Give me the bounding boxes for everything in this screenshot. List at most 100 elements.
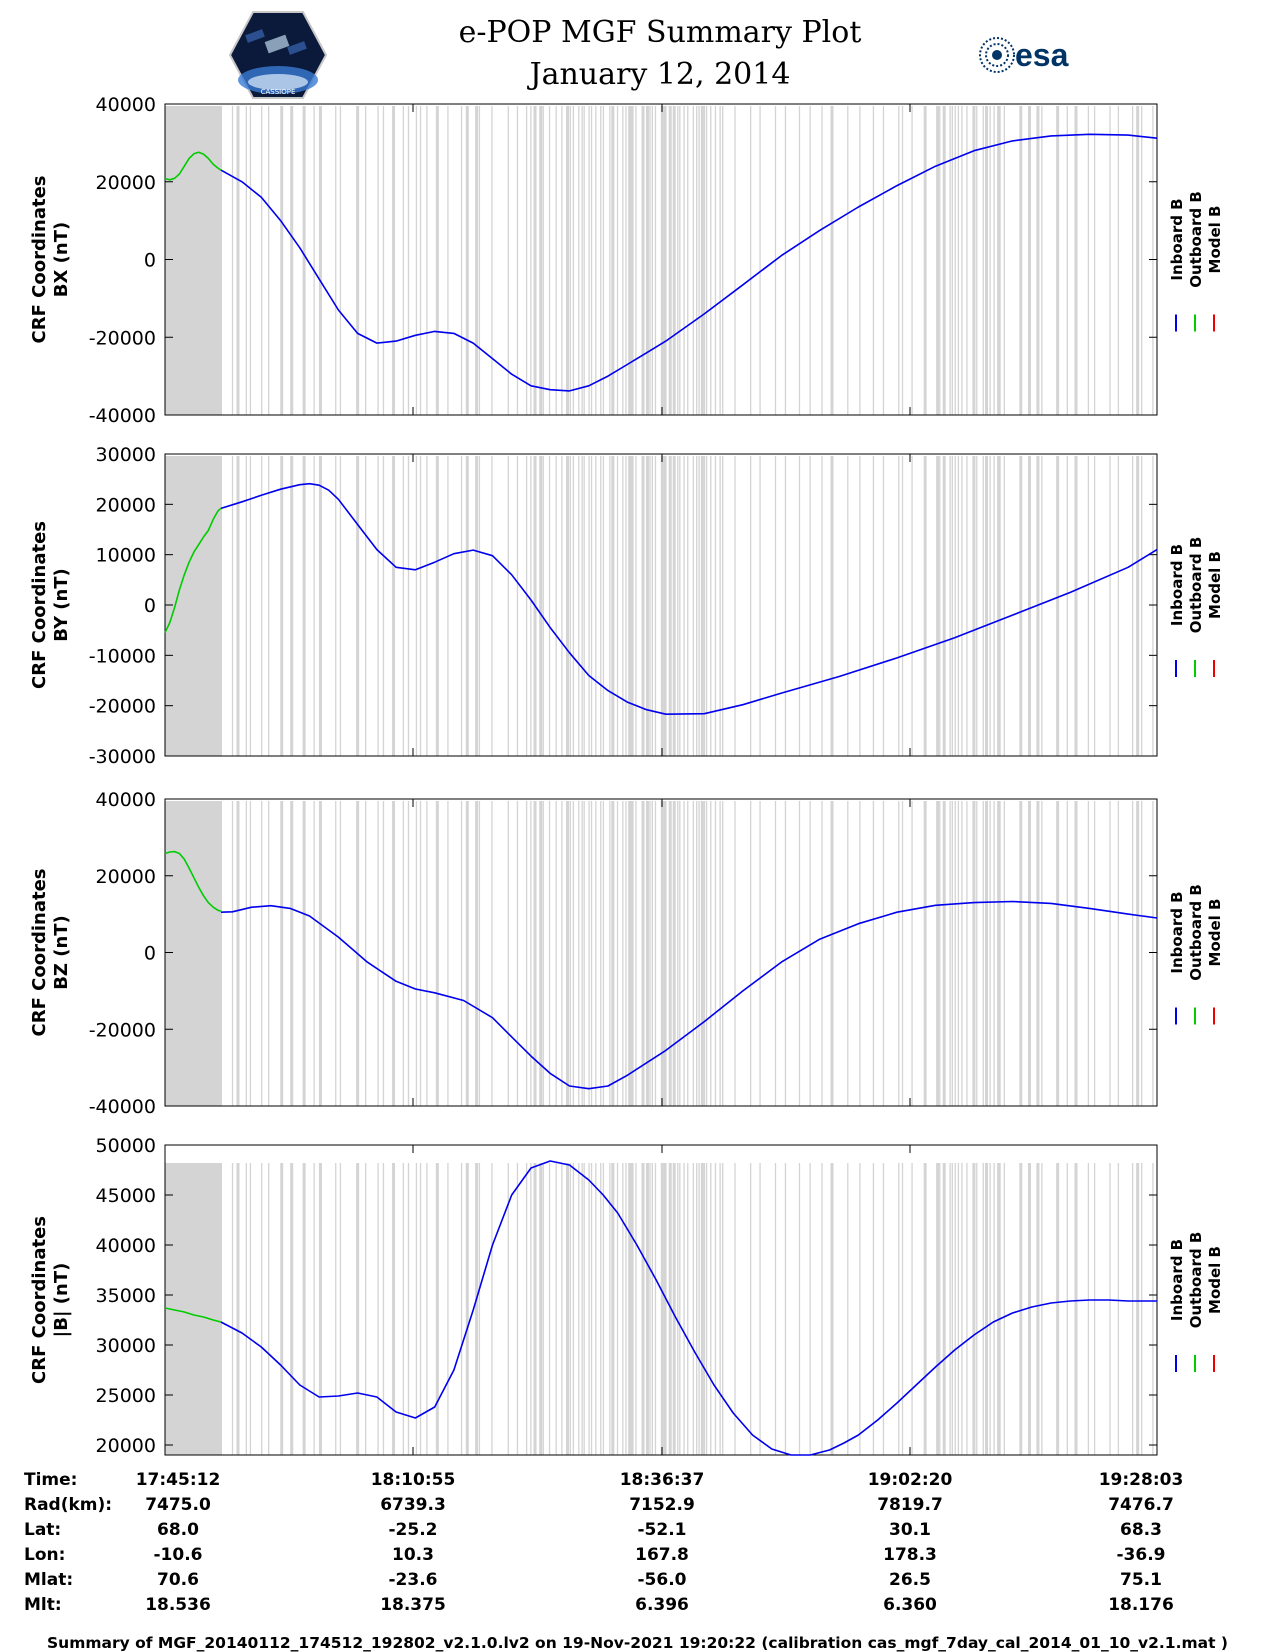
data-gap-stripe	[616, 1163, 619, 1455]
data-gap-stripe	[750, 106, 752, 415]
data-gap-stripe	[663, 456, 667, 756]
data-gap-stripe	[578, 801, 580, 1106]
data-gap-stripe	[465, 801, 469, 1106]
y-tick-label: 20000	[96, 494, 156, 516]
data-gap-stripe	[302, 801, 306, 1106]
data-gap-stripe	[392, 106, 396, 415]
data-gap-stripe	[415, 1163, 418, 1455]
ephemeris-cell: 18.176	[1108, 1595, 1174, 1615]
data-gap-stripe	[280, 801, 284, 1106]
y-axis-label: CRF Coordinates|B| (nT)	[29, 1216, 72, 1384]
legend-label: Outboard B	[1187, 191, 1205, 288]
series-line-outboard-b	[164, 507, 222, 634]
data-gap-stripe	[1117, 106, 1120, 415]
data-gap-stripe	[1093, 106, 1096, 415]
data-gap-stripe	[759, 801, 761, 1106]
data-gap-stripe	[830, 801, 834, 1106]
data-gap-stripe	[236, 1163, 240, 1455]
data-gap-stripe	[356, 106, 360, 415]
data-gap-stripe	[942, 1163, 946, 1455]
data-gap-stripe	[245, 801, 247, 1106]
data-gap-stripe	[949, 456, 951, 756]
data-gap-stripe	[997, 106, 1001, 415]
data-gap-stripe	[936, 456, 940, 756]
data-gap-stripe	[426, 1163, 428, 1455]
data-gap-stripe	[609, 1163, 611, 1455]
data-gap-stripe	[530, 106, 532, 415]
data-gap-stripe	[548, 106, 551, 415]
data-gap-stripe	[982, 106, 984, 415]
data-gap-stripe	[1056, 106, 1060, 415]
data-gap-stripe	[590, 106, 593, 415]
data-gap-stripe	[911, 801, 913, 1106]
data-gap-stripe	[555, 106, 557, 415]
data-gap-stripe	[578, 456, 580, 756]
data-gap-stripe	[898, 1163, 900, 1455]
data-gap-stripe	[703, 456, 706, 756]
data-gap-stripe	[595, 106, 597, 415]
ephemeris-cell: 178.3	[883, 1545, 937, 1565]
data-gap-stripe	[447, 1163, 449, 1455]
y-axis-label-line-2: |B| (nT)	[51, 1263, 72, 1338]
data-gap-stripe	[392, 1163, 396, 1455]
data-gap-stripe	[966, 106, 968, 415]
data-gap-stripe	[261, 106, 263, 415]
y-tick-label: 30000	[96, 444, 156, 466]
data-gap-stripe	[377, 106, 379, 415]
data-gap-stripe	[415, 801, 418, 1106]
legend-label: Model B	[1206, 899, 1224, 967]
data-gap-stripe	[821, 1163, 823, 1455]
data-gap-stripe	[539, 456, 543, 756]
data-gap-stripe	[555, 1163, 557, 1455]
data-gap-stripe	[261, 456, 263, 756]
data-gap-stripe	[966, 801, 968, 1106]
data-gap-stripe	[1019, 801, 1023, 1106]
data-gap-stripe	[1131, 1163, 1134, 1455]
data-gap-stripe	[859, 801, 861, 1106]
data-gap-stripe	[600, 106, 602, 415]
data-gap-stripe	[651, 106, 653, 415]
data-gap-stripe	[750, 1163, 752, 1455]
data-gap-stripe	[1087, 456, 1090, 756]
data-gap-stripe	[600, 1163, 602, 1455]
data-gap-stripe	[784, 106, 787, 415]
data-gap-stripe	[516, 801, 519, 1106]
data-gap-stripe	[525, 456, 528, 756]
ephemeris-cell: -25.2	[389, 1520, 438, 1540]
data-gap-stripe	[698, 1163, 700, 1455]
series-line-outboard-b	[164, 850, 222, 912]
data-gap-stripe	[654, 456, 657, 756]
data-gap-stripe	[911, 456, 913, 756]
data-gap-stripe	[679, 801, 681, 1106]
data-gap-stripe	[1036, 1163, 1040, 1455]
data-gap-stripe	[663, 801, 667, 1106]
data-gap-stripe	[705, 1163, 708, 1455]
y-tick-label: 0	[144, 595, 156, 617]
data-gap-stripe	[722, 1163, 724, 1455]
data-gap-stripe	[698, 106, 700, 415]
data-gap-stripe	[972, 106, 976, 415]
data-gap-stripe	[569, 456, 571, 756]
data-gap-stripe	[687, 1163, 689, 1455]
data-gap-stripe	[722, 801, 724, 1106]
ephemeris-cell: 26.5	[889, 1570, 931, 1590]
series-line-outboard-b	[164, 151, 222, 181]
data-gap-stripe	[972, 1163, 976, 1455]
data-gap-stripe	[939, 801, 941, 1106]
y-tick-label: 0	[144, 250, 156, 272]
data-gap-stripe	[660, 106, 664, 415]
data-gap-stripe	[616, 456, 619, 756]
data-gap-stripe	[847, 106, 849, 415]
data-gap-stripe	[1093, 801, 1096, 1106]
data-gap-stripe	[949, 1163, 951, 1455]
ephemeris-cell: 17:45:12	[136, 1470, 221, 1490]
data-gap-stripe	[478, 801, 481, 1106]
data-gap-stripe	[447, 106, 449, 415]
data-gap-stripe	[280, 106, 284, 415]
cassiope-logo-icon: CASSIOPE	[228, 11, 328, 99]
data-gap-stripe	[566, 1163, 570, 1455]
data-gap-stripe	[951, 106, 953, 415]
data-gap-stripe	[692, 456, 694, 756]
data-gap-stripe	[961, 801, 963, 1106]
data-gap-stripe	[710, 1163, 712, 1455]
